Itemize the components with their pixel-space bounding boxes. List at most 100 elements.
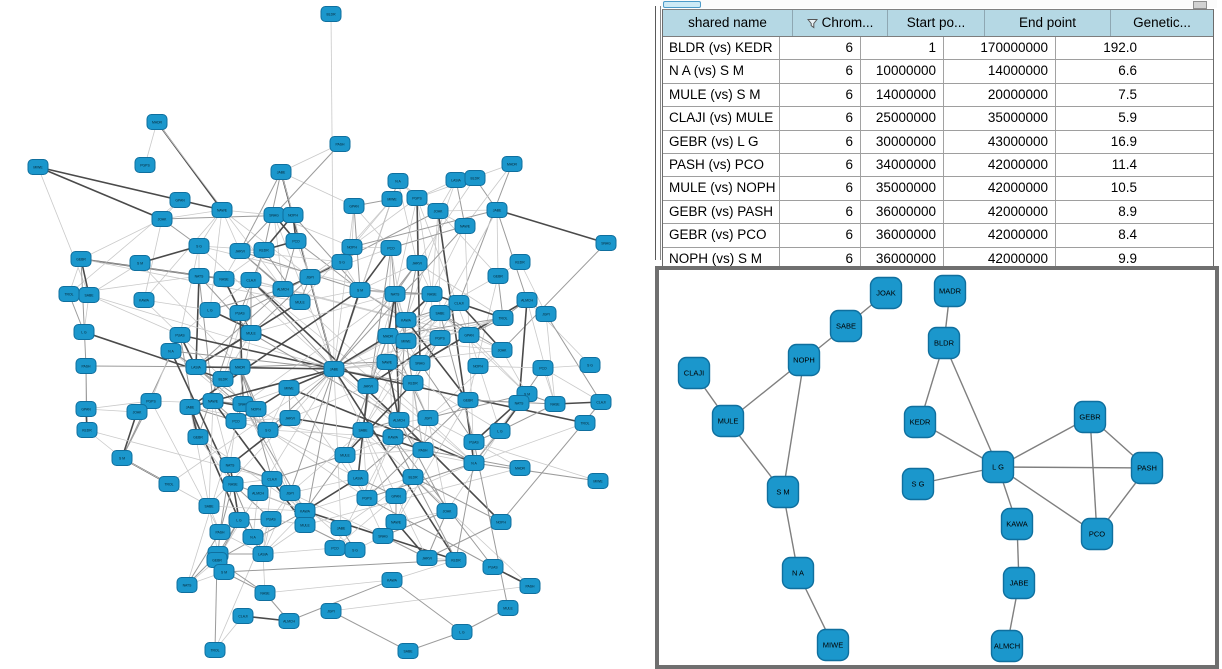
- network-node[interactable]: PGPS: [429, 330, 451, 346]
- network-node[interactable]: NASE: [213, 271, 235, 287]
- network-node[interactable]: JABE: [330, 520, 352, 536]
- network-node[interactable]: NASE: [222, 476, 244, 492]
- network-node[interactable]: N A: [463, 455, 485, 471]
- network-node[interactable]: KAWA: [133, 292, 155, 308]
- table-cell[interactable]: GEBR (vs) L G: [663, 130, 780, 153]
- network-node[interactable]: NASE: [421, 286, 443, 302]
- network-node[interactable]: PUAS: [260, 511, 282, 527]
- subnetwork-node[interactable]: JOAK: [869, 276, 903, 310]
- network-node[interactable]: CLAJI: [448, 295, 470, 311]
- table-cell[interactable]: 20000000: [944, 83, 1056, 107]
- network-node[interactable]: L G: [73, 324, 95, 340]
- network-node[interactable]: PUAS: [229, 305, 251, 321]
- table-cell[interactable]: 42000000: [944, 177, 1056, 200]
- network-node[interactable]: JARVI: [357, 378, 379, 394]
- network-node[interactable]: KEDR: [76, 422, 98, 438]
- network-node[interactable]: PCO: [225, 413, 247, 429]
- subnetwork-node[interactable]: ALMCH: [990, 629, 1024, 663]
- network-node[interactable]: GPAN: [385, 488, 407, 504]
- network-node[interactable]: LASIA: [185, 359, 207, 375]
- network-node[interactable]: NATS: [188, 268, 210, 284]
- network-node[interactable]: NASE: [544, 396, 566, 412]
- table-cell[interactable]: 42000000: [944, 247, 1056, 270]
- table-cell[interactable]: 6: [780, 153, 861, 177]
- network-node[interactable]: CLAJI: [590, 394, 612, 410]
- table-cell[interactable]: BLDR (vs) KEDR: [663, 37, 780, 60]
- table-cell[interactable]: 35000000: [944, 107, 1056, 130]
- table-cell[interactable]: N A (vs) S M: [663, 60, 780, 83]
- network-node[interactable]: JABE: [323, 361, 345, 377]
- network-node[interactable]: SABE: [397, 643, 419, 659]
- network-node[interactable]: LASIA: [252, 546, 274, 562]
- network-node[interactable]: SABE: [352, 422, 374, 438]
- network-node[interactable]: PGPS: [356, 490, 378, 506]
- network-node[interactable]: MADR: [229, 359, 251, 375]
- network-node[interactable]: JOAK: [436, 503, 458, 519]
- network-node[interactable]: ALMCH: [516, 292, 538, 308]
- network-node[interactable]: S M: [111, 450, 133, 466]
- network-node[interactable]: GPAN: [343, 198, 365, 214]
- subnetwork-node[interactable]: S M: [766, 475, 800, 509]
- network-node[interactable]: CLAJI: [232, 608, 254, 624]
- network-node[interactable]: NAWE: [385, 514, 407, 530]
- network-node[interactable]: NATS: [508, 395, 530, 411]
- network-node[interactable]: ALMCH: [247, 485, 269, 501]
- table-cell[interactable]: 25000000: [861, 107, 944, 130]
- network-node[interactable]: L G: [199, 302, 221, 318]
- network-node[interactable]: JGPI: [279, 485, 301, 501]
- subnetwork-node[interactable]: GEBR: [1073, 400, 1107, 434]
- table-row[interactable]: GEBR (vs) PCO 6 36000000 42000000 8.4: [663, 224, 1213, 248]
- table-row[interactable]: N A (vs) S M 6 10000000 14000000 6.6: [663, 60, 1213, 84]
- network-node[interactable]: KAWA: [381, 572, 403, 588]
- network-node[interactable]: LASIA: [445, 172, 467, 188]
- network-node[interactable]: MULE: [294, 517, 316, 533]
- table-cell[interactable]: 9.9: [1118, 250, 1137, 266]
- network-node[interactable]: PASH: [412, 442, 434, 458]
- subnetwork-node[interactable]: MULE: [711, 404, 745, 438]
- network-node[interactable]: JOAK: [151, 211, 173, 227]
- table-cell[interactable]: 8.9: [1118, 203, 1137, 219]
- network-node[interactable]: NATS: [219, 457, 241, 473]
- table-row[interactable]: PASH (vs) PCO 6 34000000 42000000 11.4: [663, 153, 1213, 178]
- table-row[interactable]: BLDR (vs) KEDR 6 1 170000000 192.0: [663, 37, 1213, 61]
- subnetwork-node[interactable]: NOPH: [787, 343, 821, 377]
- table-cell[interactable]: 6: [780, 107, 861, 130]
- network-node[interactable]: PCO: [532, 360, 554, 376]
- network-node[interactable]: S M: [213, 564, 235, 580]
- network-node[interactable]: MIWE: [587, 473, 609, 489]
- network-node[interactable]: TROL: [574, 415, 596, 431]
- network-node[interactable]: MADR: [377, 328, 399, 344]
- network-node[interactable]: BLDR: [320, 6, 342, 22]
- table-cell[interactable]: 10000000: [861, 60, 944, 83]
- network-node[interactable]: BLDR: [212, 371, 234, 387]
- table-cell[interactable]: 11.4: [1111, 156, 1137, 172]
- network-node[interactable]: ALMCH: [278, 613, 300, 629]
- network-node[interactable]: PCO: [380, 240, 402, 256]
- table-row[interactable]: MULE (vs) S M 6 14000000 20000000 7.5: [663, 83, 1213, 108]
- network-node[interactable]: NATS: [384, 286, 406, 302]
- subnetwork-node[interactable]: MADR: [933, 274, 967, 308]
- table-cell[interactable]: 14000000: [861, 83, 944, 107]
- network-node[interactable]: N A: [387, 173, 409, 189]
- table-cell[interactable]: 14000000: [944, 60, 1056, 83]
- subnetwork-panel[interactable]: JOAK MADR SABE BLDR NOPH CLAJI GEBR MULE KEDR L G…: [655, 266, 1219, 669]
- network-node[interactable]: S G: [188, 238, 210, 254]
- table-header-cell[interactable]: End point: [985, 10, 1111, 36]
- table-header-cell[interactable]: Genetic...: [1111, 10, 1213, 36]
- table-cell[interactable]: CLAJI (vs) MULE: [663, 107, 780, 130]
- table-cell[interactable]: 42000000: [944, 153, 1056, 177]
- network-node[interactable]: NAWE: [454, 218, 476, 234]
- subnetwork-node[interactable]: PCO: [1080, 517, 1114, 551]
- horizontal-scrollbar[interactable]: [661, 0, 1217, 9]
- network-node[interactable]: MULE: [289, 294, 311, 310]
- table-row[interactable]: GEBR (vs) L G 6 30000000 43000000 16.9: [663, 130, 1213, 154]
- subnetwork-node[interactable]: MIWE: [816, 628, 850, 662]
- network-node[interactable]: LASIA: [347, 470, 369, 486]
- network-node[interactable]: GPAN: [169, 192, 191, 208]
- network-node[interactable]: KAWA: [294, 503, 316, 519]
- network-node[interactable]: KAWA: [382, 429, 404, 445]
- table-cell[interactable]: 6: [780, 60, 861, 83]
- table-cell[interactable]: 36000000: [861, 247, 944, 270]
- network-node[interactable]: S M: [129, 255, 151, 271]
- network-node[interactable]: JOAK: [491, 342, 513, 358]
